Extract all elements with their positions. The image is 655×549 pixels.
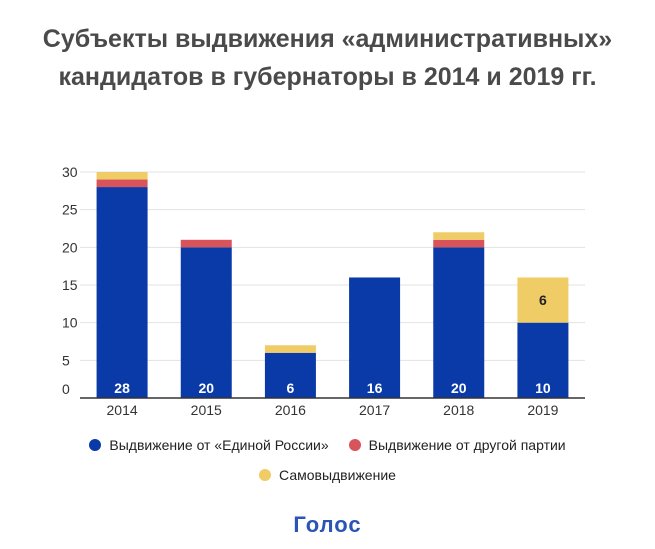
y-tick-label-25: 25 xyxy=(62,202,78,218)
data-label-2018-series-0: 20 xyxy=(451,380,467,396)
data-label-2016-series-0: 6 xyxy=(287,380,295,396)
bar-2019-series-2 xyxy=(517,277,569,323)
legend-label-er: Выдвижение от «Единой России» xyxy=(109,437,329,453)
y-tick-label-30: 30 xyxy=(62,164,78,180)
legend-swatch-er xyxy=(89,439,102,451)
bar-2019-series-0 xyxy=(517,322,569,398)
legend: Выдвижение от «Единой России» Выдвижение… xyxy=(0,430,655,490)
bar-2014-series-0 xyxy=(96,187,148,398)
legend-swatch-other-party xyxy=(348,439,361,451)
legend-label-self: Самовыдвижение xyxy=(279,467,396,483)
bar-chart: 0 5 10 15 20 25 30 28 2014 20 2015 6 2016 16 2017 20 201… xyxy=(62,164,585,418)
y-tick-label-0: 0 xyxy=(62,381,70,397)
y-tick-label-10: 10 xyxy=(62,315,78,331)
legend-item-other-party: Выдвижение от другой партии xyxy=(348,437,566,453)
bar-2014-series-2 xyxy=(96,172,148,180)
bar-2018-series-0 xyxy=(433,247,485,398)
legend-item-self: Самовыдвижение xyxy=(259,467,396,483)
legend-swatch-self xyxy=(259,469,272,481)
x-tick-label-2014: 2014 xyxy=(107,402,138,418)
legend-label-other-party: Выдвижение от другой партии xyxy=(368,437,566,453)
bar-2018-series-1 xyxy=(433,239,485,248)
data-label-2017-series-0: 16 xyxy=(367,380,383,396)
x-tick-label-2018: 2018 xyxy=(443,402,474,418)
y-tick-label-15: 15 xyxy=(62,277,78,293)
bar-2014-series-1 xyxy=(96,179,148,188)
bar-2016-series-2 xyxy=(264,345,316,353)
legend-row-2: Самовыдвижение xyxy=(0,460,655,490)
y-tick-label-20: 20 xyxy=(62,239,78,255)
legend-row-1: Выдвижение от «Единой России» Выдвижение… xyxy=(0,430,655,460)
x-tick-label-2016: 2016 xyxy=(275,402,306,418)
x-tick-label-2015: 2015 xyxy=(191,402,222,418)
bar-2017-series-0 xyxy=(349,277,401,398)
data-label-2015-series-0: 20 xyxy=(198,380,214,396)
bar-2016-series-0 xyxy=(264,352,316,398)
y-tick-label-5: 5 xyxy=(62,352,70,368)
x-tick-label-2019: 2019 xyxy=(527,402,558,418)
chart-title-line-1: Субъекты выдвижения «административных» xyxy=(42,25,613,53)
data-label-2019-series-2: 6 xyxy=(539,292,547,308)
data-label-2014-series-0: 28 xyxy=(114,380,130,396)
legend-item-er: Выдвижение от «Единой России» xyxy=(89,437,329,453)
data-label-2019-series-0: 10 xyxy=(535,380,551,396)
x-tick-label-2017: 2017 xyxy=(359,402,390,418)
golos-logo: Голос xyxy=(293,512,362,537)
bar-2018-series-2 xyxy=(433,232,485,240)
bar-2015-series-0 xyxy=(180,247,232,398)
chart-title-line-2: кандидатов в губернаторы в 2014 и 2019 г… xyxy=(58,63,597,91)
chart-title: Субъекты выдвижения «административных» к… xyxy=(0,20,655,96)
bar-2015-series-1 xyxy=(180,239,232,248)
